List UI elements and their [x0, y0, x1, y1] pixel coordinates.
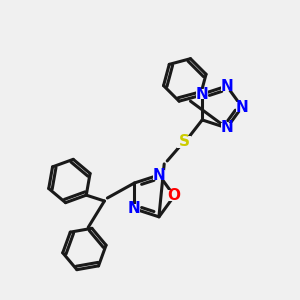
FancyBboxPatch shape	[153, 170, 165, 180]
Text: S: S	[179, 134, 190, 149]
FancyBboxPatch shape	[221, 123, 233, 133]
FancyBboxPatch shape	[196, 89, 208, 99]
Text: N: N	[236, 100, 248, 115]
Text: O: O	[168, 188, 181, 203]
Text: N: N	[220, 79, 233, 94]
Text: N: N	[153, 167, 165, 182]
Text: N: N	[196, 87, 208, 102]
FancyBboxPatch shape	[177, 136, 191, 148]
FancyBboxPatch shape	[167, 190, 181, 201]
FancyBboxPatch shape	[221, 81, 233, 91]
Text: N: N	[220, 120, 233, 135]
FancyBboxPatch shape	[128, 204, 140, 214]
FancyBboxPatch shape	[236, 102, 248, 112]
Text: N: N	[128, 201, 141, 216]
